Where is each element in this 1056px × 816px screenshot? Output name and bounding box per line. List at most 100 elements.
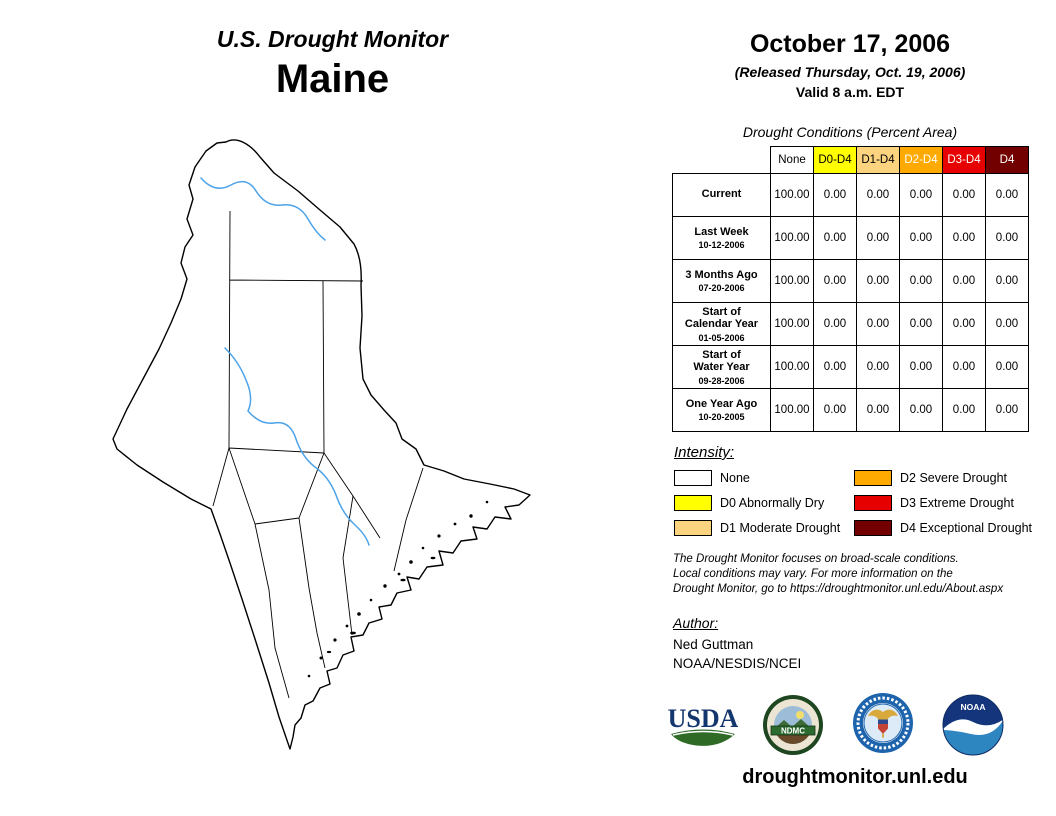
state-outline	[112, 139, 531, 750]
table-cell: 0.00	[856, 216, 900, 260]
coastal-islands	[307, 500, 489, 678]
table-cell: 0.00	[899, 345, 943, 389]
row-date: 07-20-2006	[698, 283, 745, 294]
legend-label: None	[720, 471, 750, 485]
table-cell: 0.00	[985, 345, 1029, 389]
table-cell: 100.00	[770, 345, 814, 389]
table-cell: 0.00	[942, 388, 986, 432]
row-label: Current	[701, 187, 742, 200]
table-row-start-calendar-year: Start of Calendar Year 01-05-2006 100.00…	[672, 302, 1029, 346]
col-header-none: None	[770, 146, 814, 174]
legend-label: D2 Severe Drought	[900, 471, 1008, 485]
map-date: October 17, 2006	[749, 30, 951, 58]
table-caption: Drought Conditions (Percent Area)	[742, 124, 958, 140]
legend-label: D1 Moderate Drought	[720, 521, 841, 535]
intensity-heading: Intensity:	[674, 444, 735, 461]
legend-item-d0: D0 Abnormally Dry	[674, 494, 824, 512]
usda-logo-text: USDA	[668, 704, 738, 733]
table-cell: 0.00	[856, 259, 900, 303]
table-cell: 0.00	[985, 259, 1029, 303]
map-title-block: U.S. Drought Monitor Maine	[105, 26, 560, 102]
table-cell: 0.00	[813, 388, 857, 432]
legend-item-none: None	[674, 469, 750, 487]
table-cell: 0.00	[856, 302, 900, 346]
author-name: Ned Guttman	[673, 637, 754, 652]
county-boundaries	[212, 210, 424, 699]
legend-swatch-d2	[854, 470, 892, 486]
row-label: Start of Water Year	[693, 348, 750, 374]
usda-logo: USDA	[668, 704, 738, 746]
rivers	[200, 177, 370, 546]
table-cell: 100.00	[770, 216, 814, 260]
table-cell: 100.00	[770, 173, 814, 217]
disclaimer-line: The Drought Monitor focuses on broad-sca…	[673, 553, 959, 565]
released-date: (Released Thursday, Oct. 19, 2006)	[734, 64, 966, 80]
legend-swatch-d4	[854, 520, 892, 536]
legend-label: D0 Abnormally Dry	[720, 496, 825, 510]
table-cell: 0.00	[813, 302, 857, 346]
legend-label: D4 Exceptional Drought	[900, 521, 1033, 535]
legend-swatch-d0	[674, 495, 712, 511]
table-cell: 0.00	[985, 216, 1029, 260]
table-cell: 0.00	[856, 345, 900, 389]
valid-time: Valid 8 a.m. EDT	[795, 84, 905, 100]
table-cell: 0.00	[813, 173, 857, 217]
table-cell: 100.00	[770, 302, 814, 346]
legend-item-d1: D1 Moderate Drought	[674, 519, 840, 537]
legend-swatch-d1	[674, 520, 712, 536]
table-cell: 0.00	[899, 216, 943, 260]
row-label-cell: 3 Months Ago 07-20-2006	[672, 259, 771, 303]
col-header-d3d4: D3-D4	[942, 146, 986, 174]
row-date: 10-12-2006	[698, 240, 745, 251]
table-cell: 0.00	[942, 216, 986, 260]
table-cell: 0.00	[856, 388, 900, 432]
table-cell: 0.00	[856, 173, 900, 217]
table-cell: 0.00	[899, 302, 943, 346]
disclaimer-line: Local conditions may vary. For more info…	[673, 568, 953, 580]
table-row-last-week: Last Week 10-12-2006 100.00 0.00 0.00 0.…	[672, 216, 1029, 260]
table-row-current: Current 100.00 0.00 0.00 0.00 0.00 0.00	[672, 173, 1029, 217]
row-label-cell: One Year Ago 10-20-2005	[672, 388, 771, 432]
date-block: October 17, 2006 (Released Thursday, Oct…	[660, 30, 1040, 100]
table-cell: 0.00	[985, 173, 1029, 217]
legend-item-d3: D3 Extreme Drought	[854, 494, 1014, 512]
table-header-row: None D0-D4 D1-D4 D2-D4 D3-D4 D4	[672, 146, 1029, 174]
author-organization: NOAA/NESDIS/NCEI	[673, 656, 802, 671]
row-label-cell: Current	[672, 173, 771, 217]
table-cell: 0.00	[813, 259, 857, 303]
row-date: 01-05-2006	[698, 332, 745, 343]
legend-swatch-none	[674, 470, 712, 486]
legend-item-d2: D2 Severe Drought	[854, 469, 1007, 487]
ndmc-logo-text: NDMC	[781, 727, 805, 736]
noaa-logo-text: NOAA	[960, 702, 985, 712]
table-cell: 0.00	[813, 216, 857, 260]
table-cell: 0.00	[899, 259, 943, 303]
state-name: Maine	[275, 57, 390, 101]
row-date: 09-28-2006	[698, 375, 745, 386]
row-label-cell: Last Week 10-12-2006	[672, 216, 771, 260]
legend-swatch-d3	[854, 495, 892, 511]
legend-label: D3 Extreme Drought	[900, 496, 1014, 510]
logo-row: USDA NDMC	[668, 692, 1048, 764]
table-cell: 0.00	[942, 302, 986, 346]
noaa-logo: NOAA	[942, 694, 1004, 756]
col-header-d2d4: D2-D4	[899, 146, 943, 174]
maine-drought-map	[112, 139, 531, 750]
row-label-cell: Start of Water Year 09-28-2006	[672, 345, 771, 389]
ndmc-logo: NDMC	[763, 695, 823, 755]
table-corner-cell	[672, 146, 771, 174]
table-cell: 0.00	[899, 173, 943, 217]
report-title: U.S. Drought Monitor	[216, 26, 449, 52]
table-row-one-year-ago: One Year Ago 10-20-2005 100.00 0.00 0.00…	[672, 388, 1029, 432]
table-cell: 0.00	[942, 259, 986, 303]
row-label: 3 Months Ago	[685, 268, 758, 281]
table-cell: 0.00	[942, 173, 986, 217]
row-label-cell: Start of Calendar Year 01-05-2006	[672, 302, 771, 346]
col-header-d4: D4	[985, 146, 1029, 174]
col-header-d1d4: D1-D4	[856, 146, 900, 174]
table-row-start-water-year: Start of Water Year 09-28-2006 100.00 0.…	[672, 345, 1029, 389]
table-cell: 100.00	[770, 388, 814, 432]
table-cell: 0.00	[813, 345, 857, 389]
footer-url[interactable]: droughtmonitor.unl.edu	[742, 766, 968, 788]
